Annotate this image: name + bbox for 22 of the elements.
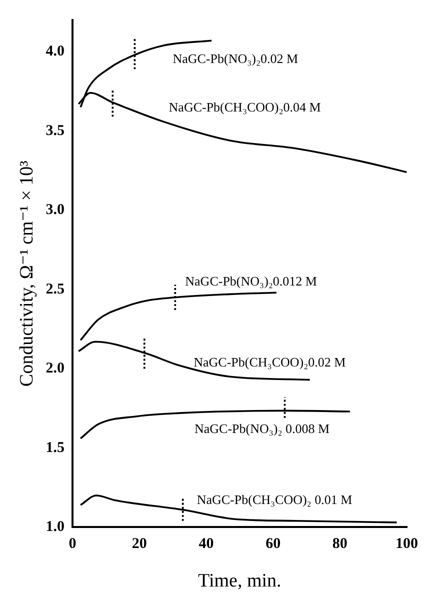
y-tick-label: 3.0 — [46, 202, 65, 218]
y-tick-label: 4.0 — [46, 44, 65, 60]
series-label: NaGC-Pb(CH₃COO)₂0.02 M — [194, 354, 346, 370]
x-tick-label: 0 — [68, 536, 76, 552]
x-tick-label: 100 — [396, 536, 418, 552]
y-tick-label: 2.5 — [46, 281, 65, 298]
series-label: NaGC-Pb(NO₃)₂0.012 M — [185, 273, 318, 288]
y-tick-label: 1.0 — [46, 519, 65, 536]
y-tick-label: 2.0 — [46, 360, 65, 377]
y-tick-label: 3.5 — [46, 122, 65, 139]
x-tick-label: 20 — [132, 536, 147, 552]
series-label: NaGC-Pb(CH₃COO)₂0.04 M — [168, 99, 322, 114]
series-label: NaGC-Pb(NO₃)₂0.02 M — [172, 50, 298, 66]
x-tick-label: 80 — [332, 536, 348, 552]
x-axis-title: Time, min. — [198, 570, 282, 592]
line-series — [80, 494, 398, 524]
x-tick-label: 40 — [198, 536, 214, 552]
y-axis-title: Conductivity, Ω⁻¹ cm⁻¹ × 10³ — [16, 160, 38, 387]
y-tick-label: 1.5 — [46, 440, 65, 456]
series-label: NaGC-Pb(CH₃COO)₂ 0.01 M — [196, 492, 353, 507]
series-label: NaGC-Pb(NO₃)₂ 0.008 M — [194, 421, 330, 436]
x-tick-label: 60 — [266, 536, 281, 552]
